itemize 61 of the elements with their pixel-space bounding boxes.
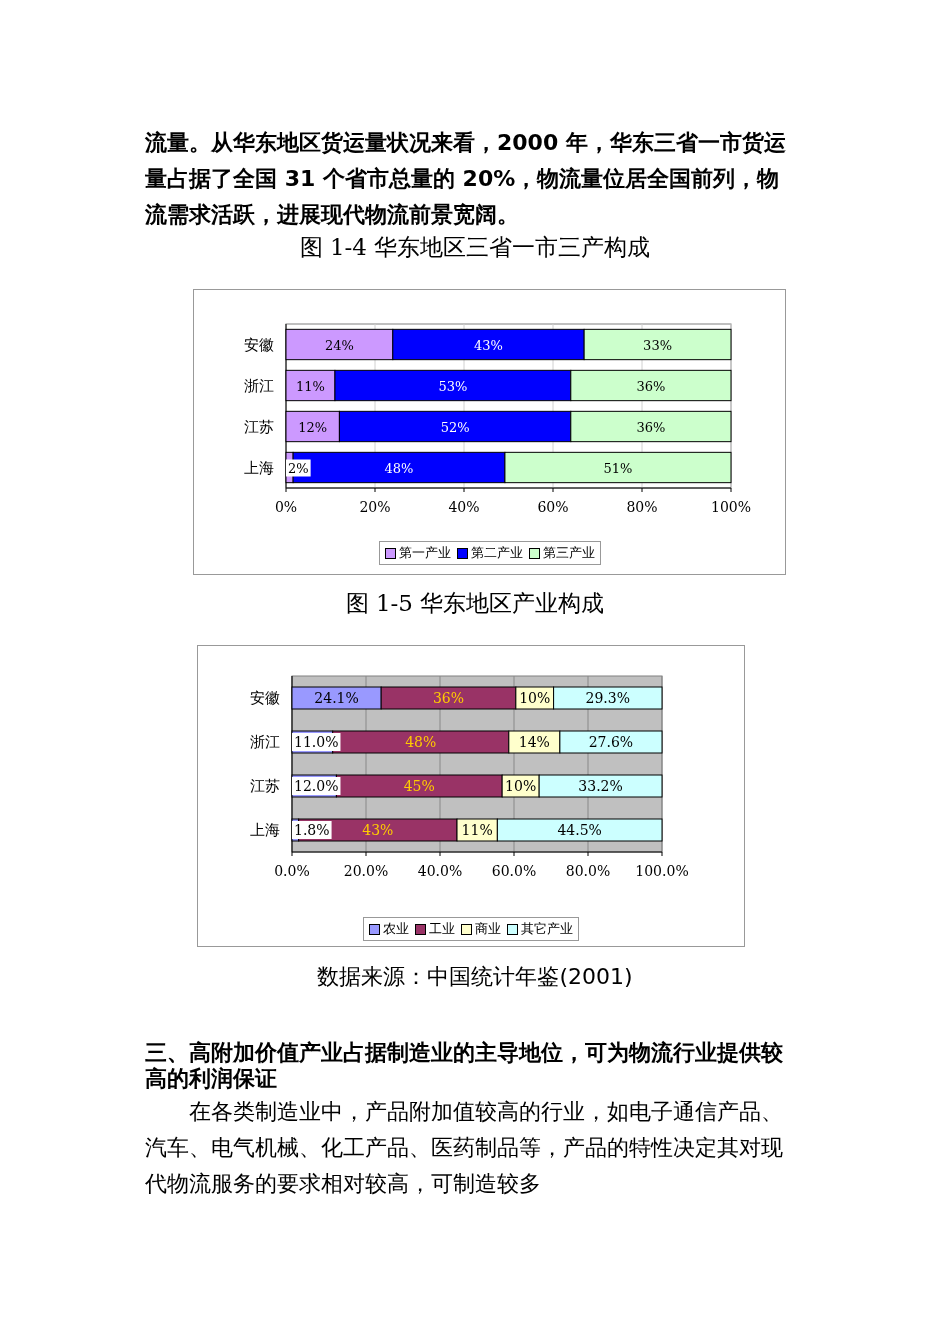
x-tick-label: 60% (537, 499, 569, 515)
data-label: 14% (518, 734, 550, 750)
legend-label: 第三产业 (541, 544, 595, 562)
legend-label: 第一产业 (397, 544, 451, 562)
data-label: 33.2% (578, 778, 623, 794)
y-tick-label: 上海 (250, 821, 280, 839)
x-tick-label: 20.0% (343, 863, 389, 879)
data-label: 24% (324, 337, 354, 353)
x-tick-label: 0% (274, 499, 298, 515)
legend-label: 第二产业 (469, 544, 523, 562)
data-label: 53% (438, 378, 468, 394)
data-label: 12.0% (294, 778, 339, 794)
data-label: 10% (505, 778, 537, 794)
data-label: 51% (603, 460, 633, 476)
x-tick-label: 40.0% (417, 863, 463, 879)
chart-title: 图 1-5 华东地区产业构成 (344, 589, 606, 618)
data-label: 52% (440, 419, 470, 435)
data-label: 43% (474, 337, 503, 353)
data-label: 29.3% (585, 690, 631, 706)
x-tick-label: 80.0% (565, 863, 611, 879)
legend-label: 农业 (382, 920, 409, 938)
y-tick-label: 江苏 (250, 777, 280, 795)
data-label: 48% (405, 734, 437, 750)
data-label: 33% (643, 337, 673, 353)
data-label: 36% (636, 419, 666, 435)
data-label: 11.0% (294, 734, 339, 750)
x-tick-label: 80% (626, 499, 658, 515)
data-label: 10% (519, 690, 551, 706)
legend-label: 其它产业 (520, 920, 573, 938)
text: 三、高附加价值产业占据制造业的主导地位，可为物流行业提供较高的利润保证 (145, 1040, 784, 1092)
x-tick-label: 0.0% (274, 863, 310, 879)
data-label: 36% (432, 690, 465, 706)
y-tick-label: 安徽 (250, 689, 280, 707)
data-label: 11% (296, 378, 325, 394)
x-tick-label: 60.0% (491, 863, 537, 879)
chart-title: 图 1-4 华东地区三省一市三产构成 (298, 233, 652, 262)
text: 流量。从华东地区货运量状况来看，2000 年，华东三省一市货运量占据了全国 31 个省市总量的 20%，物流量位居全国前列，物流需求活跃，进展现代物流前景宽阔。 (145, 129, 787, 229)
data-label: 2% (288, 460, 309, 476)
x-tick-label: 40% (448, 499, 480, 515)
x-tick-label: 100% (710, 499, 752, 515)
y-tick-label: 浙江 (244, 376, 274, 395)
y-tick-label: 上海 (244, 458, 274, 477)
data-label: 43% (362, 822, 394, 838)
data-label: 44.5% (557, 822, 602, 838)
data-label: 24.1% (314, 690, 359, 706)
data-label: 48% (384, 460, 414, 476)
legend-label: 商业 (474, 920, 501, 938)
data-label: 11% (461, 822, 493, 838)
data-label: 1.8% (294, 822, 330, 838)
data-label: 27.6% (588, 734, 634, 750)
text: 在各类制造业中，产品附加值较高的行业，如电子通信产品、汽车、电气机械、化工产品、医药制品等，产品的特性决定其对现代物流服务的要求相对较高，可制造较多 (145, 1098, 784, 1198)
data-label: 45% (403, 778, 435, 794)
y-tick-label: 浙江 (250, 733, 280, 751)
data-label: 36% (636, 378, 666, 394)
x-tick-label: 100.0% (635, 863, 689, 879)
source-note: 数据来源：中国统计年鉴(2001) (316, 963, 634, 991)
legend-label: 工业 (428, 920, 455, 938)
y-tick-label: 安徽 (244, 335, 274, 354)
x-tick-label: 20% (359, 499, 391, 515)
data-label: 12% (298, 419, 328, 435)
y-tick-label: 江苏 (244, 417, 274, 436)
